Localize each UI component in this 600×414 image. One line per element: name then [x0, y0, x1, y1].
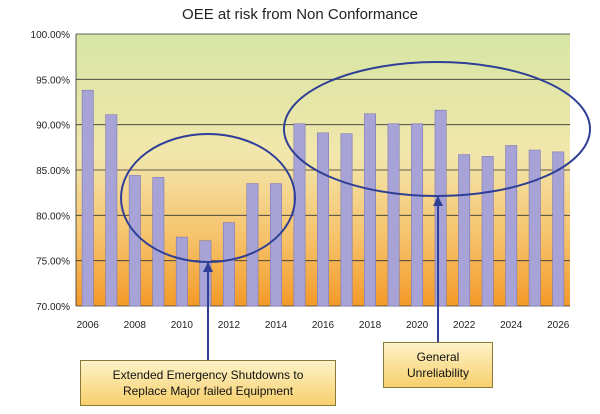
bar-2018 — [364, 113, 376, 307]
bar-2006 — [81, 89, 94, 307]
x-tick-label: 2026 — [547, 320, 570, 331]
bar-2023 — [481, 156, 494, 307]
y-tick-label: 85.00% — [36, 166, 70, 177]
bar-2010 — [175, 236, 188, 307]
y-tick-label: 95.00% — [36, 75, 70, 86]
bar-2009 — [152, 176, 165, 307]
bar-2026 — [552, 151, 565, 307]
bar-2019 — [387, 123, 400, 307]
arrowhead-emergency — [203, 262, 213, 272]
y-tick-label: 70.00% — [36, 302, 70, 313]
callout-text: Extended Emergency Shutdowns to Replace … — [112, 368, 304, 398]
bar-2012 — [222, 222, 235, 307]
y-tick-label: 75.00% — [36, 257, 70, 268]
x-tick-label: 2012 — [218, 320, 241, 331]
bar-2024 — [505, 145, 518, 307]
callout-emergency-shutdowns: Extended Emergency Shutdowns to Replace … — [80, 360, 336, 406]
x-tick-label: 2014 — [265, 320, 288, 331]
bar-2013 — [246, 183, 259, 307]
y-tick-label: 80.00% — [36, 211, 70, 222]
bar-2007 — [105, 114, 118, 307]
x-tick-label: 2008 — [124, 320, 147, 331]
arrowhead-unreliability — [433, 196, 443, 206]
x-tick-label: 2024 — [500, 320, 523, 331]
bar-2016 — [317, 132, 329, 307]
bar-2022 — [458, 154, 471, 307]
bar-2025 — [528, 149, 541, 307]
x-tick-label: 2018 — [359, 320, 382, 331]
y-tick-label: 100.00% — [31, 30, 71, 41]
y-tick-label: 90.00% — [36, 121, 70, 132]
bar-2020 — [411, 123, 424, 307]
chart-title: OEE at risk from Non Conformance — [182, 6, 418, 23]
bar-2014 — [270, 183, 282, 307]
x-tick-labels: 2006 2008 2010 2012 2014 2016 2018 2020 2022 2024… — [77, 320, 570, 331]
x-tick-label: 2016 — [312, 320, 335, 331]
annotation-shapes — [120, 61, 591, 360]
bar-2008 — [128, 175, 141, 307]
y-tick-labels: 70.00% 75.00% 80.00% 85.00% 90.00% 95.00% 100.… — [31, 30, 71, 313]
x-tick-label: 2006 — [77, 320, 100, 331]
callout-general-unreliability: General Unreliability — [383, 342, 493, 388]
x-tick-label: 2020 — [406, 320, 429, 331]
x-tick-label: 2010 — [171, 320, 194, 331]
bar-2017 — [340, 133, 353, 307]
bars — [81, 89, 565, 307]
x-tick-label: 2022 — [453, 320, 476, 331]
bar-2011 — [199, 240, 212, 307]
bar-2021 — [434, 109, 447, 307]
callout-text: General Unreliability — [406, 350, 470, 380]
bar-2015 — [293, 123, 306, 307]
